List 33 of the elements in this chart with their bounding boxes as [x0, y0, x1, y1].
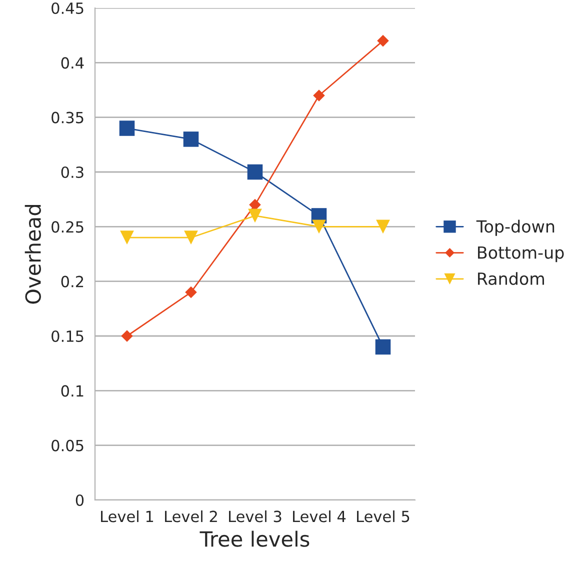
point — [120, 230, 134, 245]
point — [119, 120, 135, 136]
point — [313, 90, 325, 102]
point — [121, 330, 133, 342]
x-tick-label: Level 2 — [165, 510, 217, 522]
x-tick-label: Level 1 — [101, 510, 154, 522]
y-tick-label: 0.35 — [52, 112, 84, 124]
y-tick-label: 0 — [76, 494, 84, 506]
point — [247, 164, 263, 180]
point — [183, 132, 199, 147]
x-tick-label: Level 4 — [293, 510, 346, 522]
point — [312, 220, 326, 234]
legend-label: Bottom-up — [478, 246, 564, 262]
x-axis-title: Tree levels — [200, 530, 310, 547]
point — [376, 220, 390, 234]
point — [248, 208, 262, 223]
x-tick-label: Level 5 — [357, 510, 410, 522]
x-tick-label: Level 3 — [229, 510, 282, 522]
legend-label: Random — [478, 272, 544, 285]
y-tick-label: 0.4 — [61, 57, 84, 69]
point — [377, 34, 389, 47]
point — [184, 230, 198, 245]
legend-label: Top-down — [476, 220, 554, 236]
y-tick-label: 0.2 — [61, 276, 84, 288]
y-tick-label: 0.1 — [61, 385, 84, 397]
y-tick-label: 0.45 — [52, 2, 84, 14]
y-tick-label: 0.05 — [52, 440, 84, 452]
point — [185, 286, 197, 298]
y-axis-title: Overhead — [24, 205, 41, 304]
y-tick-label: 0.25 — [52, 221, 84, 233]
y-tick-label: 0.15 — [52, 330, 84, 342]
y-tick-label: 0.3 — [61, 166, 84, 178]
point — [375, 339, 391, 355]
